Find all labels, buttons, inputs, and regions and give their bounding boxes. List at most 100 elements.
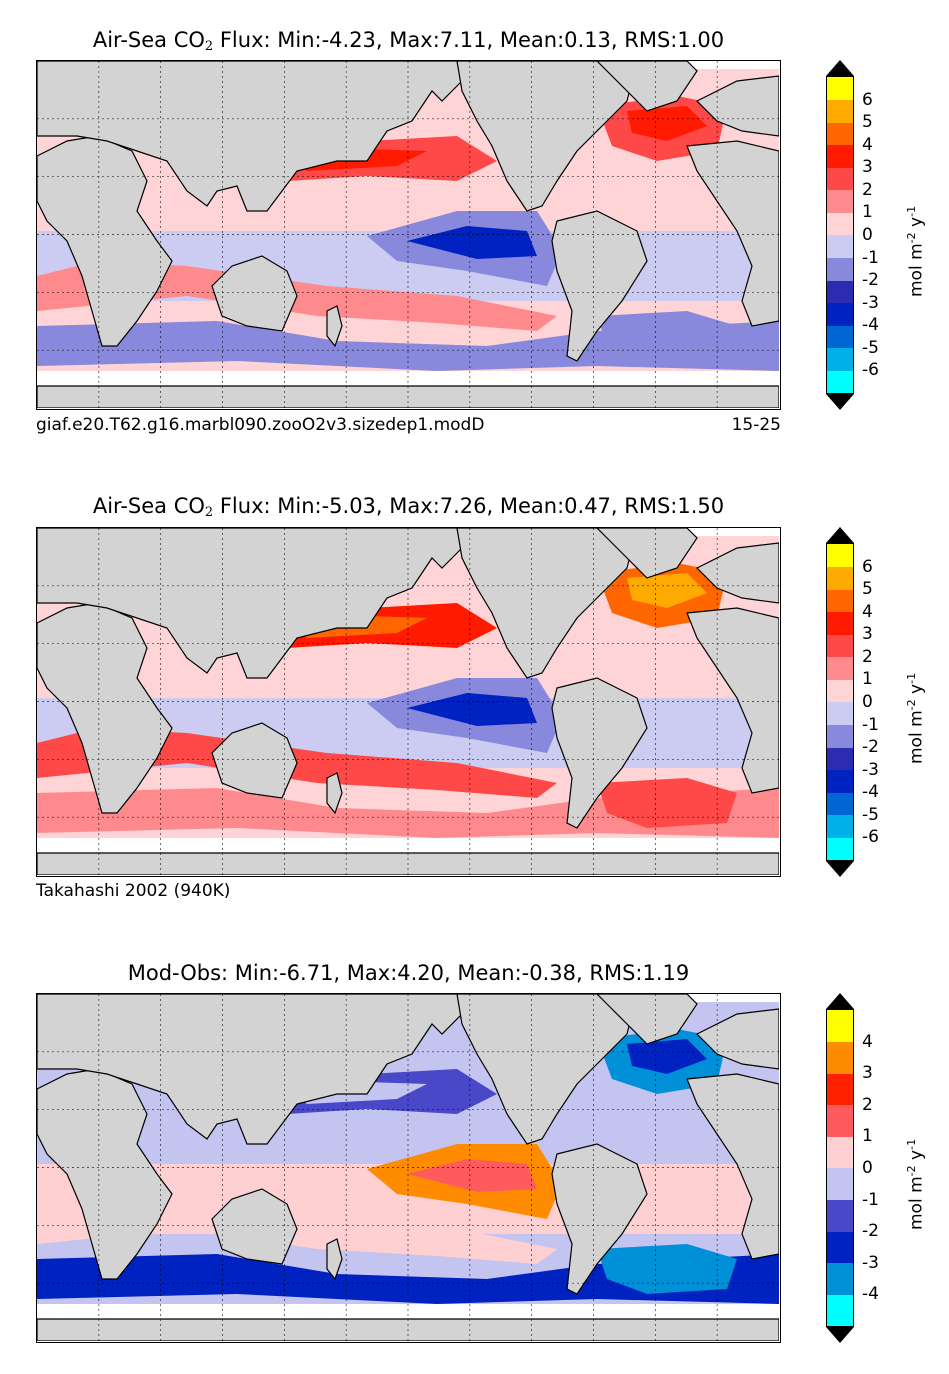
unit-text: mol m (906, 243, 927, 297)
colorbar-swatch (827, 1041, 853, 1074)
colorbar-swatch (827, 347, 853, 371)
landmass-0 (37, 135, 173, 347)
south-atlantic-core (597, 1244, 737, 1294)
landmass-9 (326, 1238, 343, 1281)
colorbar-swatch (827, 144, 853, 168)
colorbar-tick-label: 4 (862, 1031, 873, 1052)
colorbar-tick-label: -1 (862, 247, 879, 268)
landmass-2 (211, 255, 298, 332)
colorbar-swatch (827, 544, 853, 567)
colorbar-swatch (827, 589, 853, 613)
north-atlantic-core (627, 1039, 707, 1074)
landmass-2 (211, 1188, 298, 1265)
colorbar-swatch (827, 1104, 853, 1137)
colorbar-tick-label: -5 (862, 804, 879, 825)
map-canvas (37, 994, 779, 1341)
title-stats: Flux: Min:-4.23, Max:7.11, Mean:0.13, RM… (213, 28, 725, 52)
unit-text: mol m (906, 710, 927, 764)
unit-exponent: -2 (905, 699, 918, 711)
east-pacific-core (407, 226, 537, 259)
colorbar (826, 60, 854, 410)
colorbar-swatch (827, 99, 853, 123)
landmass-4 (551, 677, 648, 829)
landmass-6 (686, 140, 779, 327)
map-plot (36, 60, 781, 410)
colorbar-tick-label: 0 (862, 1158, 873, 1178)
colorbar-tick-label: 4 (862, 134, 873, 155)
colorbar-swatch (827, 370, 853, 394)
colorbar-tick-label: 2 (862, 1094, 873, 1115)
colorbar-tick-label: 5 (862, 112, 873, 133)
caption-case-name: giaf.e20.T62.g16.marbl090.zooO2v3.sizede… (36, 415, 485, 435)
unit-exponent: -2 (905, 232, 918, 244)
colorbar-swatch (827, 189, 853, 213)
gridlines (37, 528, 779, 875)
landmass-6 (686, 1073, 779, 1260)
landmass-1 (37, 528, 463, 679)
colorbar-tick-label: 2 (862, 179, 873, 200)
colorbar-body (826, 1009, 854, 1327)
unit-exponent: -2 (905, 1165, 918, 1177)
landmass-4 (551, 1143, 648, 1295)
colorbar-tick-label: -2 (862, 1221, 879, 1242)
map-plot (36, 527, 781, 877)
colorbar-swatch (827, 1010, 853, 1042)
landmass-0 (37, 1068, 173, 1280)
landmass-3 (456, 994, 638, 1145)
map-canvas (37, 61, 779, 408)
unit-exponent: -1 (905, 1138, 918, 1150)
colorbar-swatch (827, 1199, 853, 1232)
east-pacific-core (407, 1159, 537, 1192)
colorbar-swatch (827, 122, 853, 146)
title-text: Air-Sea CO (92, 494, 205, 518)
colorbar-swatch (827, 679, 853, 703)
colorbar-swatch (827, 167, 853, 191)
colorbar (826, 527, 854, 877)
panel-title: Mod-Obs: Min:-6.71, Max:4.20, Mean:-0.38… (36, 961, 781, 985)
gridlines (37, 994, 779, 1341)
landmass-0 (37, 602, 173, 814)
colorbar-tick-label: -1 (862, 1189, 879, 1210)
colorbar-tick-label: -3 (862, 759, 879, 780)
colorbar-tick-label: 0 (862, 225, 873, 245)
colorbar-swatch (827, 77, 853, 100)
colorbar-tick-label: -4 (862, 315, 879, 336)
colorbar-under-arrow (826, 394, 854, 410)
landmass-9 (326, 305, 343, 348)
colorbar-swatch (827, 302, 853, 326)
colorbar-over-arrow (826, 527, 854, 543)
caption-years: 15-25 (731, 415, 781, 435)
mask-antarctic-margin (37, 371, 779, 386)
landmass-5 (596, 994, 698, 1045)
landmass-5 (596, 61, 698, 112)
title-text: Mod-Obs: Min:-6.71, Max:4.20, Mean:-0.38… (127, 961, 690, 985)
colorbar-swatch (827, 1168, 853, 1200)
colorbar-swatch (827, 1073, 853, 1106)
colorbar-tick-label: 0 (862, 692, 873, 712)
unit-exponent: -1 (905, 205, 918, 217)
colorbar-over-arrow (826, 993, 854, 1009)
colorbar-swatch (827, 656, 853, 680)
unit-text: y (906, 1149, 927, 1166)
colorbar-swatch (827, 724, 853, 748)
colorbar-unit-label: mol m-2 y-1 (905, 1139, 927, 1230)
colorbar-swatch (827, 769, 853, 793)
colorbar-tick-label: 6 (862, 556, 873, 577)
colorbar-tick-label: 2 (862, 646, 873, 667)
landmass-3 (456, 528, 638, 679)
colorbar-tick-label: 3 (862, 157, 873, 178)
colorbar-swatch (827, 1231, 853, 1264)
colorbar-swatch (827, 235, 853, 258)
colorbar-swatch (827, 747, 853, 771)
gridlines (37, 61, 779, 408)
north-atlantic-core (627, 106, 707, 141)
unit-text: mol m (906, 1176, 927, 1230)
colorbar-swatch (827, 280, 853, 304)
panel-title: Air-Sea CO2 Flux: Min:-5.03, Max:7.26, M… (36, 494, 781, 520)
colorbar-tick-label: -4 (862, 782, 879, 803)
colorbar-under-arrow (826, 861, 854, 877)
colorbar-under-arrow (826, 1327, 854, 1343)
colorbar-swatch (827, 814, 853, 838)
map-plot (36, 993, 781, 1343)
colorbar-tick-label: -6 (862, 360, 879, 381)
